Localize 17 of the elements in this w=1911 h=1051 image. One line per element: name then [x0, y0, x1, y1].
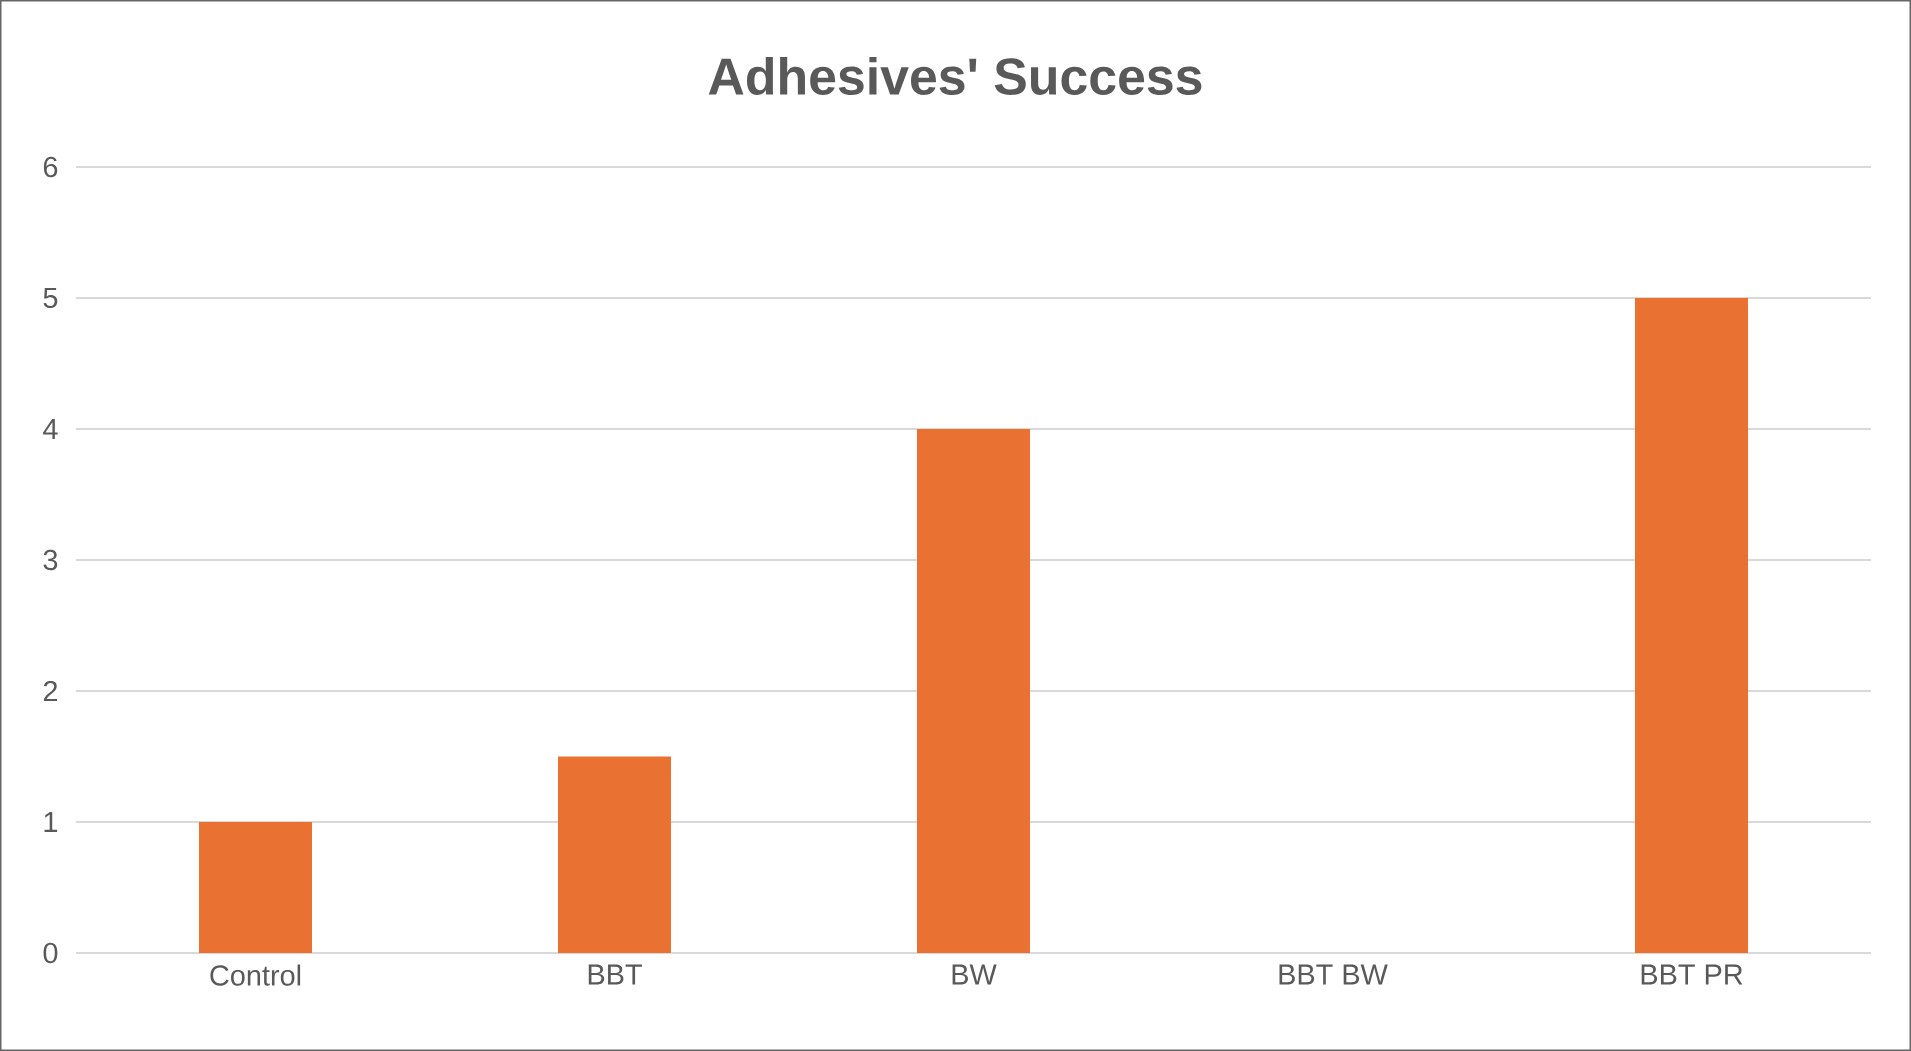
x-tick-label: Control	[210, 964, 301, 986]
bar	[1634, 297, 1748, 953]
y-tick-label: 6	[43, 156, 58, 178]
bar	[558, 756, 671, 953]
y-tick-label: 1	[44, 812, 58, 832]
bar	[916, 428, 1030, 953]
y-tick-label: 0	[43, 942, 58, 964]
y-tick-label: 4	[43, 419, 58, 439]
x-tick-label: BBT PR	[1641, 964, 1743, 985]
chart-title: Adhesives' Success	[708, 56, 1202, 96]
x-tick-label: BBT	[588, 964, 642, 985]
x-tick-label: BBT BW	[1279, 964, 1388, 985]
y-tick-label: 2	[43, 680, 58, 702]
y-tick-label: 5	[43, 287, 58, 309]
y-tick-label: 3	[43, 549, 58, 571]
x-tick-label: BW	[952, 964, 997, 985]
bar	[199, 822, 312, 953]
